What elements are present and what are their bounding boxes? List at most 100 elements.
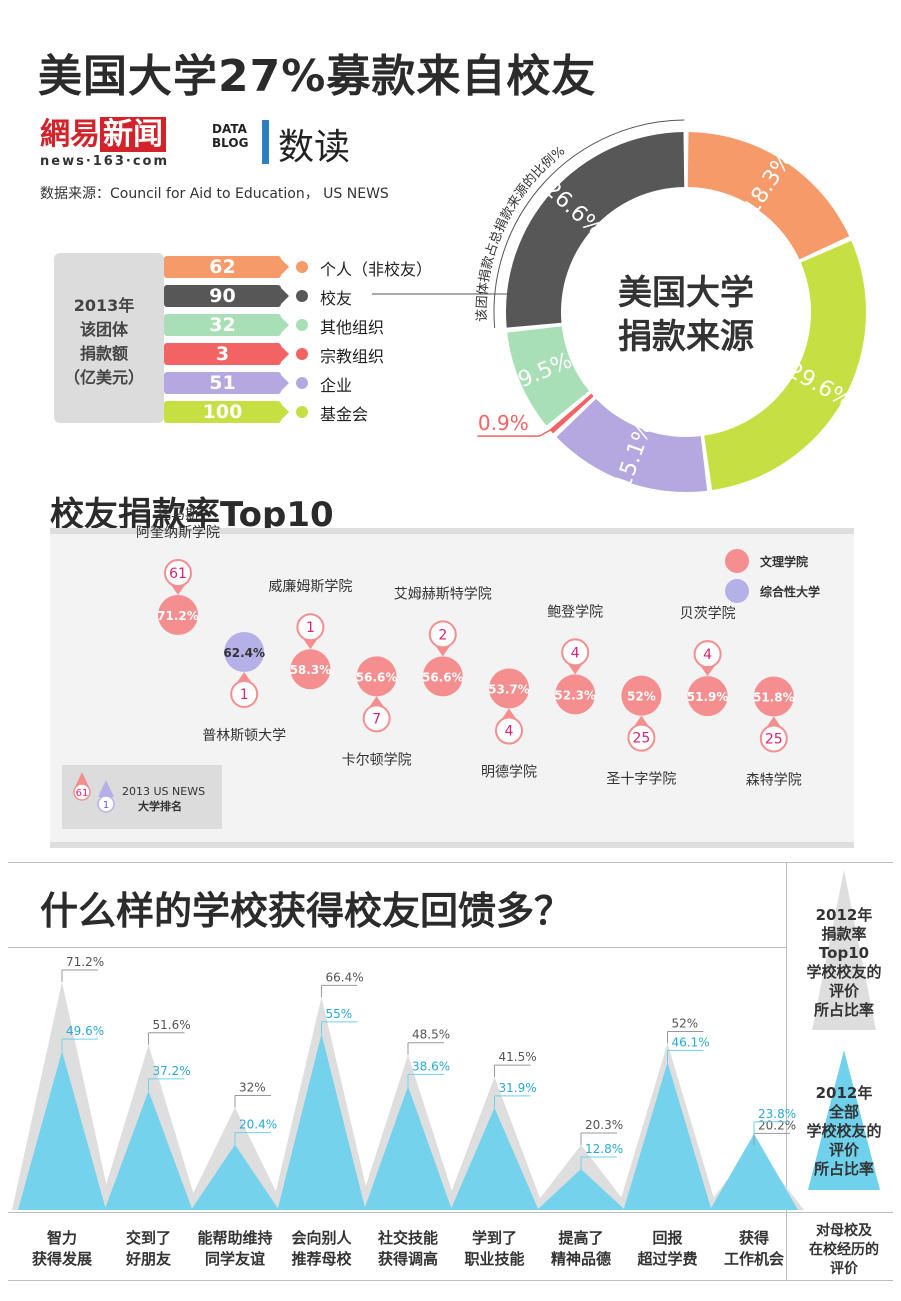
caption-line: 该团体 [79, 320, 128, 339]
amount-legend-caption: 2013年 该团体 捐款额 （亿美元） [54, 294, 154, 390]
rank-pin-head [561, 638, 590, 667]
category-label-line: 智力 [46, 1229, 77, 1247]
divider [8, 862, 893, 863]
category-label-line: 学到了 [471, 1229, 517, 1247]
rank-legend-pin [73, 783, 91, 801]
donut-slice [687, 132, 850, 260]
rank-pin: 4 [495, 708, 523, 745]
peak-value-label: 48.5% [412, 1028, 450, 1042]
leader-line [538, 425, 558, 437]
school-rate: 51.9% [687, 690, 729, 704]
rank-pin: 25 [759, 716, 788, 753]
divider [786, 862, 787, 1280]
x-axis-label-line: 在校经历的 [809, 1242, 879, 1258]
caption-line: 捐款额 [79, 344, 128, 363]
page-title: 美国大学27%募款来自校友 [38, 51, 597, 102]
amount-pill: 90 [164, 285, 289, 307]
category-label-line: 同学友谊 [204, 1250, 265, 1268]
series-legend-gray-triangle [812, 870, 876, 1030]
rank-pin: 1 [296, 613, 325, 650]
category-label-line: 工作机会 [723, 1250, 784, 1268]
school-circle [621, 675, 662, 716]
divider [8, 1280, 893, 1281]
rank-pin-head [693, 640, 722, 669]
rank-pin-head [428, 620, 457, 649]
category-label-line: 获得调高 [377, 1250, 438, 1268]
rank-pin-value: 4 [571, 645, 580, 661]
rank-pin-value: 7 [372, 711, 381, 727]
category-label-line: 好朋友 [125, 1250, 171, 1268]
legend-dot [296, 377, 308, 389]
legend-label: 其他组织 [320, 318, 385, 337]
school-rate: 52% [627, 690, 656, 704]
school-rate: 53.7% [488, 683, 530, 697]
all-peak [623, 1062, 712, 1210]
rank-pin: 25 [627, 715, 656, 752]
peak-value-label: 31.9% [499, 1081, 537, 1095]
series-legend-line: 全部 [828, 1103, 859, 1121]
donut-center-title: 美国大学 [618, 273, 754, 313]
legend-label: 校友 [320, 289, 353, 308]
rank-pin: 4 [561, 638, 590, 675]
peak-value-label: 66.4% [326, 970, 364, 984]
school-name: 贝茨学院 [680, 606, 736, 622]
series-legend-line: 学校校友的 [806, 963, 882, 981]
school-circle [489, 668, 529, 709]
rank-pin-head [759, 724, 788, 753]
category-label: 学到了 职业技能 [449, 1228, 541, 1270]
rank-pin-value: 4 [703, 647, 712, 663]
series-legend-blue-triangle [808, 1050, 880, 1190]
category-label: 回报 超过学费 [622, 1228, 714, 1270]
rank-legend-sample: 1 [103, 800, 109, 811]
type-legend-label: 综合性大学 [760, 584, 820, 599]
rank-legend-pin [97, 795, 115, 813]
category-label: 提高了 精神品德 [535, 1228, 627, 1270]
rank-pin-value: 2 [438, 627, 447, 643]
category-label-line: 提高了 [558, 1229, 604, 1247]
donut-slice [556, 398, 708, 492]
rank-pin-value: 1 [240, 687, 249, 703]
rank-pin-value: 4 [505, 724, 514, 740]
legend-dot [296, 348, 308, 360]
annotation-arc [493, 119, 685, 328]
peak-value-label: 51.6% [153, 1018, 191, 1032]
category-label-line: 获得发展 [31, 1250, 92, 1268]
rank-legend-pin [98, 780, 114, 797]
type-legend-label: 文理学院 [760, 554, 808, 569]
amount-pill: 100 [164, 401, 289, 423]
rank-pin-value: 1 [306, 620, 315, 636]
school-circle [555, 674, 596, 715]
peak-value-label: 52% [672, 1016, 699, 1030]
datablog-logo: DATA BLOG [212, 122, 248, 150]
all-peak [191, 1144, 279, 1210]
type-legend-dot [725, 549, 749, 573]
all-peak [710, 1133, 798, 1210]
school-name: 森特学院 [746, 773, 802, 789]
school-name: 明德学院 [481, 765, 537, 781]
peak-value-label: 20.4% [239, 1118, 277, 1132]
amount-pill: 32 [164, 314, 289, 336]
school-circle [753, 676, 794, 717]
rank-pin-head [627, 723, 656, 752]
rank-legend-sample: 61 [76, 788, 89, 799]
donut-slice [549, 393, 594, 434]
amount-legend-box [54, 253, 164, 423]
series-legend-top10: 2012年 捐款率 Top10 学校校友的 评价 所占比率 [790, 906, 898, 1020]
caption-line: （亿美元） [63, 368, 144, 387]
legend-dot [296, 319, 308, 331]
divider [8, 1212, 893, 1213]
series-legend-line: 评价 [828, 1141, 859, 1159]
rank-pin: 4 [693, 640, 722, 677]
series-legend-line: 评价 [828, 982, 859, 1000]
amount-pill: 51 [164, 372, 289, 394]
rank-pin-head [362, 704, 391, 733]
netease-news-logo: 網易 新闻 news·163·com [40, 117, 169, 169]
amount-pill: 3 [164, 343, 289, 365]
all-peak [364, 1086, 452, 1210]
legend-label: 个人（非校友） [320, 260, 433, 279]
x-axis-label-line: 对母校及 [816, 1223, 872, 1239]
rank-pin-head [296, 613, 325, 642]
school-name: 威廉姆斯学院 [268, 578, 352, 595]
